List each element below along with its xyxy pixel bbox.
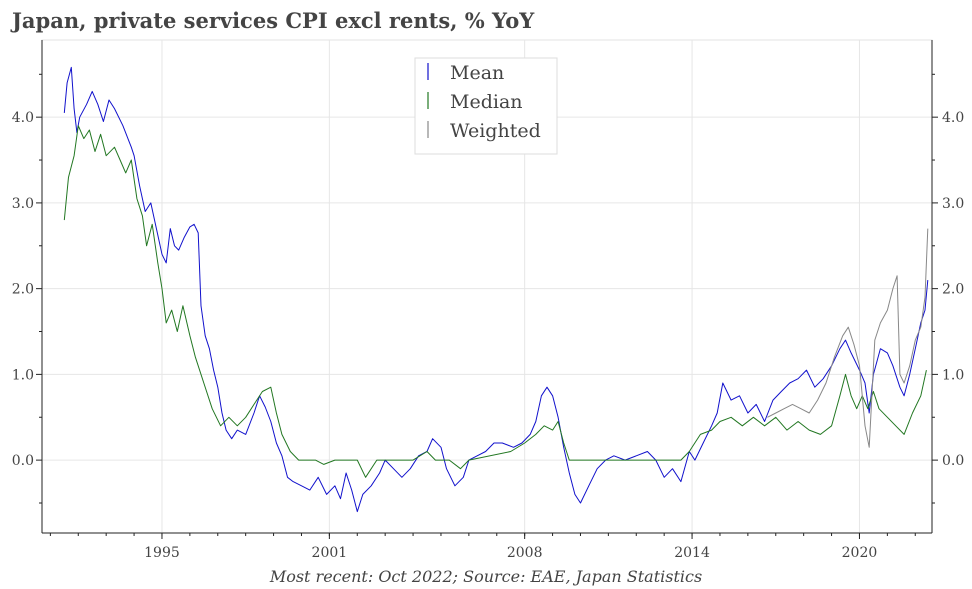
x-tick-label: 2001 xyxy=(312,545,348,561)
y-tick-label-left: 4.0 xyxy=(12,110,34,126)
x-tick-label: 2020 xyxy=(842,545,878,561)
x-tick-label: 1995 xyxy=(144,545,180,561)
legend-box xyxy=(414,57,558,155)
legend-label-median: Median xyxy=(450,91,523,113)
series-lines xyxy=(63,66,929,513)
legend: Mean Median Weighted xyxy=(414,57,558,155)
y-tick-label-right: 2.0 xyxy=(942,282,964,298)
y-tick-label-left: 2.0 xyxy=(12,282,34,298)
series-line-median xyxy=(63,125,927,478)
x-tick-label: 2014 xyxy=(674,545,710,561)
y-tick-label-right: 3.0 xyxy=(942,196,964,212)
grid xyxy=(42,40,932,533)
y-tick-label-left: 1.0 xyxy=(12,367,34,383)
x-tick-label: 2008 xyxy=(507,545,543,561)
chart-title: Japan, private services CPI excl rents, … xyxy=(10,8,535,33)
y-tick-label-right: 0.0 xyxy=(942,453,964,469)
y-tick-label-right: 1.0 xyxy=(942,367,964,383)
source-note: Most recent: Oct 2022; Source: EAE, Japa… xyxy=(269,567,702,586)
y-tick-label-left: 3.0 xyxy=(12,196,34,212)
series-line-weighted xyxy=(767,228,929,448)
axes: 0.0 0.0 1.0 1.0 2.0 2.0 3.0 3.0 4.0 4.0 1995 2001 20… xyxy=(12,40,964,561)
series-line-mean xyxy=(63,66,929,513)
legend-label-mean: Mean xyxy=(450,62,504,84)
legend-label-weighted: Weighted xyxy=(450,120,541,142)
y-tick-label-right: 4.0 xyxy=(942,110,964,126)
y-tick-label-left: 0.0 xyxy=(12,453,34,469)
